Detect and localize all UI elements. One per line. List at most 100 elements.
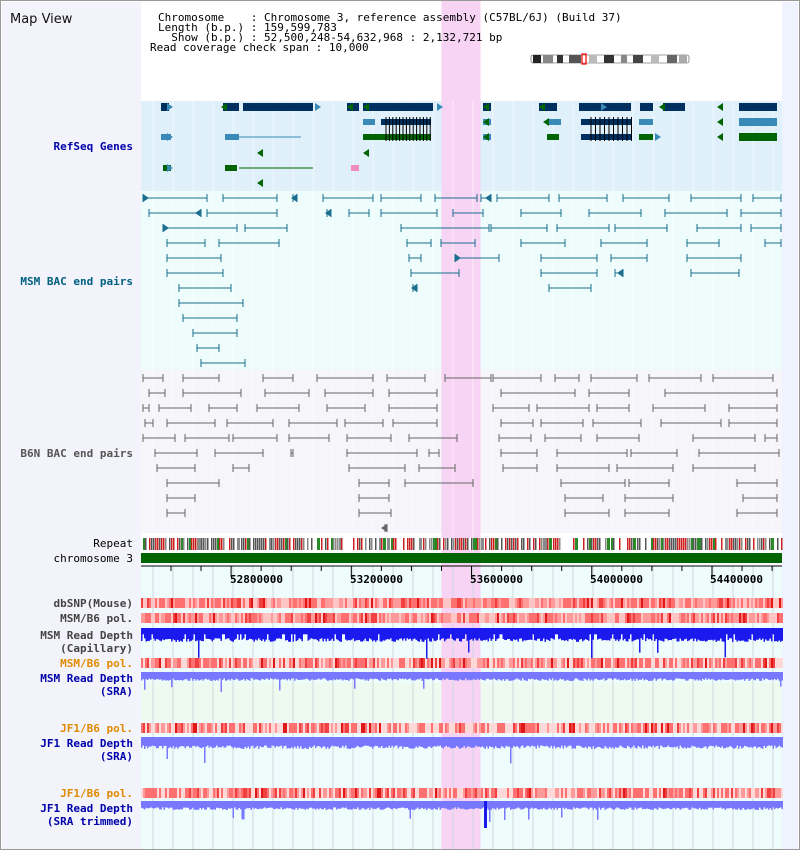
- jf1-read-depth-sra: [255, 737, 257, 748]
- repeat-element: [691, 538, 694, 550]
- msm-read-depth-capillary: [501, 628, 503, 635]
- track-label-b6n-bac[interactable]: B6N BAC end pairs: [20, 447, 133, 460]
- msm-b6-pol-heat-cell: [721, 613, 723, 623]
- chromosome-ideogram[interactable]: [529, 53, 691, 65]
- jf1-read-depth-sra-trimmed: [177, 801, 179, 810]
- msm-b6-pol-heat-cell: [673, 613, 675, 623]
- track-label-msm-depth-sra[interactable]: MSM Read Depth: [40, 672, 133, 685]
- jf1-b6-pol-2-heat-cell: [151, 788, 153, 798]
- jf1-b6-pol-heat-cell: [681, 723, 683, 733]
- jf1-b6-pol-2-heat-cell: [155, 788, 157, 798]
- jf1-read-depth-sra-trimmed: [687, 801, 689, 809]
- track-label-jf1-depth-trim[interactable]: JF1 Read Depth: [40, 802, 133, 815]
- jf1-read-depth-sra-trimmed: [250, 801, 252, 810]
- msm-b6-pol-2-heat-cell: [387, 658, 389, 668]
- msm-read-depth-capillary: [187, 628, 189, 639]
- jf1-b6-pol-2-heat-cell: [187, 788, 189, 798]
- jf1-read-depth-sra: [183, 737, 185, 747]
- msm-read-depth-sra: [423, 672, 425, 689]
- jf1-b6-pol-2-heat-cell: [593, 788, 595, 798]
- msm-b6-pol-2-heat-cell: [503, 658, 505, 668]
- track-label-dbsnp[interactable]: dbSNP(Mouse): [53, 597, 133, 610]
- track-label-refseq[interactable]: RefSeq Genes: [53, 140, 133, 153]
- jf1-b6-pol-2-heat-cell: [289, 788, 291, 798]
- msm-b6-pol-2-heat-cell: [673, 658, 675, 668]
- msm-read-depth-sra: [304, 672, 306, 680]
- jf1-b6-pol-2-heat-cell: [599, 788, 601, 798]
- msm-read-depth-capillary: [174, 628, 176, 641]
- jf1-read-depth-sra: [238, 737, 240, 748]
- jf1-read-depth-sra-trimmed: [318, 801, 320, 810]
- jf1-read-depth-sra-trimmed: [282, 801, 284, 810]
- jf1-b6-pol-heat-cell: [611, 723, 613, 733]
- track-label-msm-bac[interactable]: MSM BAC end pairs: [20, 275, 133, 288]
- track-label-jf1-b6-pol-2[interactable]: JF1/B6 pol.: [60, 787, 133, 800]
- track-label-jf1-depth-sra[interactable]: JF1 Read Depth: [40, 737, 133, 750]
- msm-read-depth-capillary: [570, 628, 572, 639]
- jf1-read-depth-sra: [543, 737, 545, 747]
- msm-b6-pol-heat-cell: [417, 613, 419, 623]
- msm-read-depth-sra: [147, 672, 149, 681]
- jf1-b6-pol-heat-cell: [593, 723, 595, 733]
- msm-b6-pol-2-heat-cell: [167, 658, 169, 668]
- msm-b6-pol-2-heat-cell: [161, 658, 163, 668]
- track-label-msm-depth-cap[interactable]: MSM Read Depth: [40, 629, 133, 642]
- jf1-b6-pol-heat-cell: [145, 723, 147, 733]
- msm-b6-pol-heat-cell: [383, 613, 385, 623]
- dbsnp-heat-cell: [245, 598, 247, 608]
- msm-read-depth-sra: [654, 672, 656, 679]
- jf1-read-depth-sra-trimmed: [435, 801, 437, 810]
- jf1-read-depth-sra: [780, 737, 782, 747]
- repeat-element: [171, 538, 173, 550]
- jf1-read-depth-sra: [244, 737, 246, 747]
- track-label-jf1-b6-pol[interactable]: JF1/B6 pol.: [60, 722, 133, 735]
- msm-b6-pol-heat-cell: [751, 613, 753, 623]
- dbsnp-heat-cell: [505, 598, 507, 608]
- track-label-msm-b6-pol[interactable]: MSM/B6 pol.: [60, 612, 133, 625]
- jf1-read-depth-sra-trimmed: [444, 801, 446, 809]
- msm-read-depth-capillary: [216, 628, 218, 639]
- dbsnp-heat-cell: [389, 598, 391, 608]
- jf1-read-depth-sra-trimmed: [298, 801, 300, 809]
- msm-b6-pol-heat-cell: [203, 613, 205, 623]
- jf1-b6-pol-heat-cell: [461, 723, 463, 733]
- jf1-read-depth-sra: [337, 737, 339, 747]
- msm-read-depth-capillary: [525, 628, 527, 641]
- jf1-read-depth-sra: [697, 737, 699, 748]
- msm-read-depth-sra: [381, 672, 383, 679]
- msm-read-depth-capillary: [646, 628, 648, 639]
- jf1-b6-pol-heat-cell: [645, 723, 647, 733]
- jf1-b6-pol-heat-cell: [401, 723, 403, 733]
- msm-b6-pol-2-heat-cell: [555, 658, 557, 668]
- msm-b6-pol-2-heat-cell: [391, 658, 393, 668]
- msm-b6-pol-2-heat-cell: [777, 658, 779, 668]
- jf1-read-depth-sra: [427, 737, 429, 747]
- track-label-chromosome[interactable]: chromosome 3: [53, 552, 133, 565]
- msm-b6-pol-heat-cell: [725, 613, 727, 623]
- msm-read-depth-sra: [409, 672, 411, 679]
- jf1-read-depth-sra-trimmed: [612, 801, 614, 810]
- jf1-b6-pol-heat-cell: [229, 723, 231, 733]
- msm-b6-pol-2-heat-cell: [593, 658, 595, 668]
- msm-read-depth-capillary: [561, 628, 563, 641]
- dbsnp-heat-cell: [413, 598, 415, 608]
- msm-read-depth-capillary: [391, 628, 393, 642]
- repeat-element: [693, 538, 695, 550]
- track-label-repeat[interactable]: Repeat: [93, 537, 133, 550]
- msm-b6-pol-heat-cell: [327, 613, 329, 623]
- msm-b6-pol-heat-cell: [315, 613, 317, 623]
- msm-read-depth-sra: [568, 672, 570, 681]
- repeat-element: [359, 538, 361, 550]
- jf1-b6-pol-2-heat-cell: [715, 788, 717, 798]
- track-label-msm-b6-pol-2[interactable]: MSM/B6 pol.: [60, 657, 133, 670]
- jf1-b6-pol-2-heat-cell: [601, 788, 603, 798]
- jf1-read-depth-sra: [489, 737, 491, 747]
- msm-read-depth-sra: [672, 672, 674, 681]
- msm-b6-pol-2-heat-cell: [635, 658, 637, 668]
- jf1-b6-pol-2-heat-cell: [249, 788, 251, 798]
- jf1-b6-pol-2-heat-cell: [667, 788, 669, 798]
- msm-read-depth-sra: [615, 672, 617, 679]
- msm-read-depth-sra: [697, 672, 699, 681]
- msm-read-depth-capillary: [585, 628, 587, 640]
